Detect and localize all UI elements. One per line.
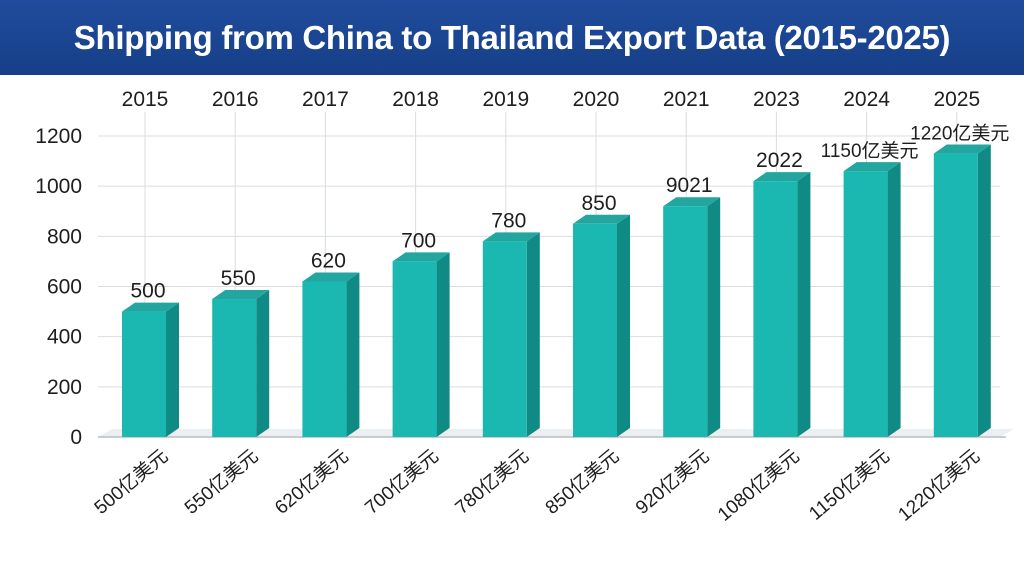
- bar-side: [526, 232, 540, 437]
- bar-side: [166, 302, 179, 437]
- data-label: 550: [221, 267, 256, 290]
- x-category-label: 1080亿美元: [713, 445, 803, 526]
- bar: [392, 261, 437, 437]
- bar-top: [392, 252, 450, 262]
- data-label: 850: [581, 192, 616, 215]
- bar-side: [797, 172, 811, 437]
- top-year-label: 2021: [663, 88, 710, 111]
- top-year-label: 2015: [122, 88, 169, 111]
- bar-top: [843, 162, 901, 172]
- top-year-label: 2016: [212, 88, 259, 111]
- bar: [753, 181, 798, 437]
- top-year-label: 2023: [753, 88, 800, 111]
- bar-top: [482, 232, 540, 242]
- bar: [843, 171, 888, 437]
- top-year-label: 2020: [573, 88, 620, 111]
- bar: [482, 241, 527, 437]
- x-category-label: 550亿美元: [180, 445, 262, 519]
- x-category-label: 850亿美元: [541, 445, 623, 519]
- data-label: 700: [401, 229, 436, 252]
- data-label: 500: [130, 280, 165, 303]
- y-tick-label: 800: [47, 225, 82, 248]
- chart-title: Shipping from China to Thailand Export D…: [73, 18, 951, 56]
- bar: [933, 153, 978, 437]
- bar-side: [977, 144, 991, 437]
- bar-top: [753, 172, 811, 182]
- y-tick-label: 0: [70, 426, 82, 449]
- data-label: 620: [311, 249, 346, 272]
- data-label: 1220亿美元: [910, 123, 1009, 145]
- x-category-label: 500亿美元: [90, 445, 172, 519]
- top-year-label: 2018: [392, 88, 439, 111]
- bar-top: [573, 214, 630, 224]
- bar-side: [256, 290, 270, 437]
- bar: [573, 223, 617, 437]
- bar-side: [887, 162, 901, 437]
- bar-chart: 0 200 400 600 800 1000 1200 2015 2016 2017 2018 201…: [35, 88, 1014, 526]
- y-tick-label: 1200: [35, 125, 82, 148]
- top-year-label: 2019: [482, 88, 529, 111]
- x-category-label: 780亿美元: [451, 445, 533, 519]
- bar-top: [122, 302, 179, 312]
- y-tick-label: 600: [47, 276, 82, 299]
- x-category-label: 1220亿美元: [894, 445, 984, 526]
- y-tick-label: 400: [47, 326, 82, 349]
- bar-top: [212, 290, 270, 300]
- x-category-label: 920亿美元: [631, 445, 713, 519]
- y-tick-label: 200: [47, 376, 82, 399]
- data-label: 9021: [666, 174, 713, 197]
- x-category-label: 700亿美元: [361, 445, 443, 519]
- bar: [212, 299, 257, 437]
- top-year-label: 2024: [843, 88, 890, 111]
- bar-side: [617, 214, 630, 437]
- bar-top: [933, 144, 991, 154]
- data-label: 1150亿美元: [821, 140, 919, 162]
- bar: [122, 311, 166, 437]
- bar: [663, 206, 708, 437]
- bar-side: [707, 197, 721, 437]
- bar-side: [436, 252, 450, 437]
- top-year-label: 2017: [302, 88, 349, 111]
- x-category-label: 620亿美元: [271, 445, 353, 519]
- bar-top: [663, 197, 721, 207]
- bar: [302, 281, 347, 437]
- data-label: 780: [491, 209, 526, 232]
- y-tick-label: 1000: [35, 175, 82, 198]
- title-bar: Shipping from China to Thailand Export D…: [0, 0, 1024, 75]
- bar-top: [302, 272, 360, 282]
- data-label: 2022: [756, 149, 803, 172]
- bar-side: [346, 272, 360, 437]
- x-category-label: 1150亿美元: [805, 445, 894, 525]
- top-year-label: 2025: [933, 88, 980, 111]
